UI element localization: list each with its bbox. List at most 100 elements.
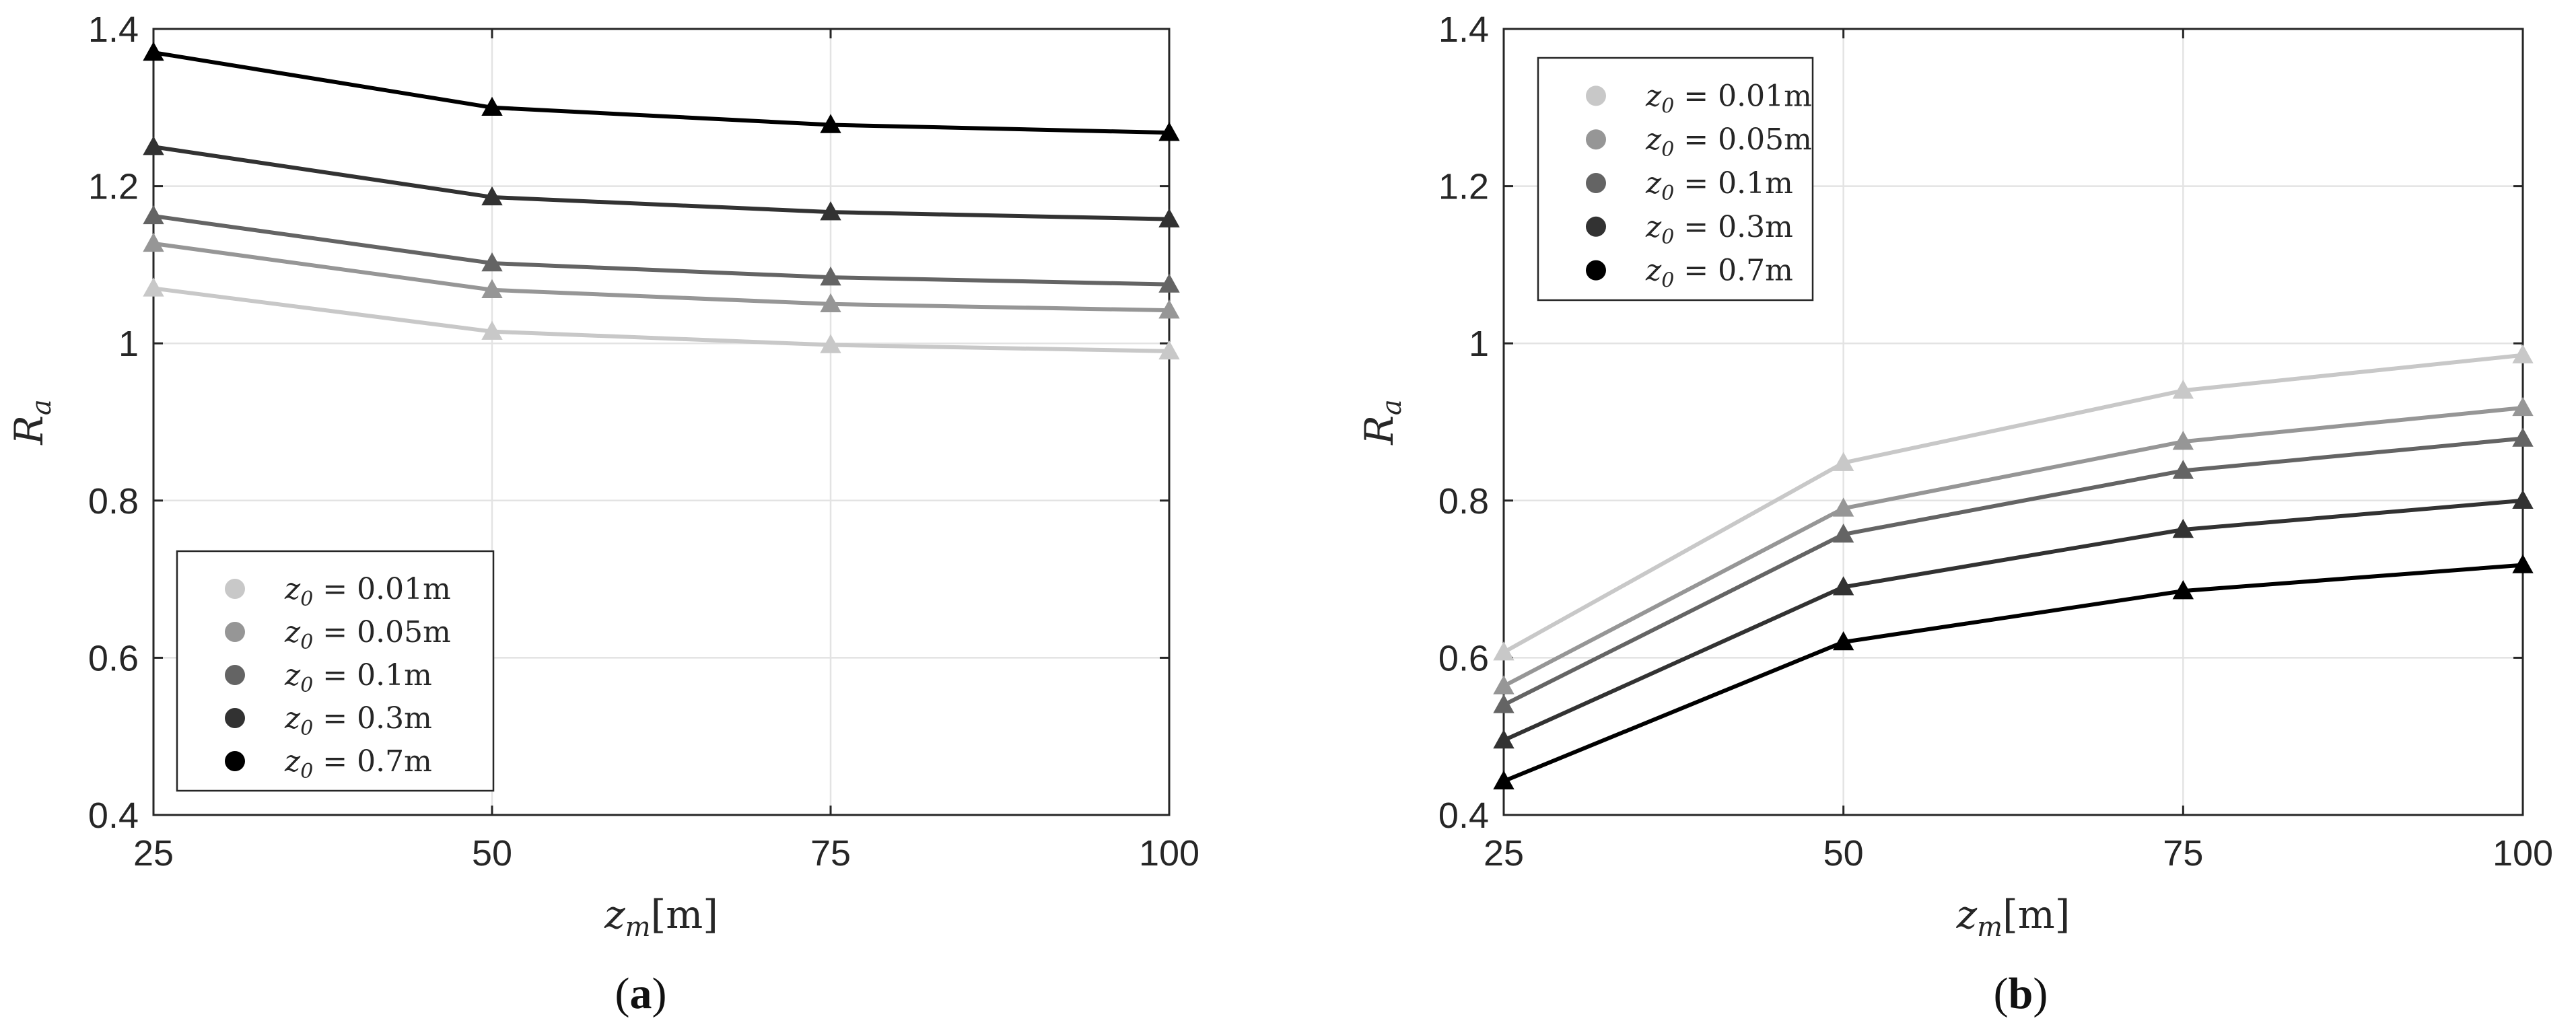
data-point-marker [820, 114, 841, 133]
legend-entry: z0 = 0.7m [1645, 254, 1793, 293]
y-tick-label: 1.4 [1438, 9, 1489, 50]
y-tick-label: 0.4 [88, 795, 139, 836]
legend-entry: z0 = 0.05m [1645, 122, 1812, 162]
data-point-marker [820, 334, 841, 353]
legend-marker [225, 708, 245, 728]
data-point-marker [143, 41, 164, 61]
legend-entry: z0 = 0.1m [284, 658, 432, 697]
x-axis-label: zm[m] [1956, 892, 2070, 943]
legend-marker [225, 665, 245, 685]
y-tick-label: 0.8 [1438, 481, 1489, 522]
data-point-marker [143, 232, 164, 252]
data-point-marker [143, 205, 164, 225]
series-line-1 [1502, 353, 2523, 654]
y-tick-label: 1.2 [88, 167, 139, 207]
legend-entry: z0 = 0.1m [1645, 166, 1793, 205]
series-line-2 [153, 241, 1170, 313]
legend-entry: z0 = 0.3m [1645, 210, 1793, 249]
data-point-marker [2512, 489, 2534, 509]
x-tick-label: 25 [133, 833, 174, 874]
y-tick-label: 0.8 [88, 481, 139, 522]
data-point-marker [2172, 431, 2194, 450]
data-point-marker [2512, 396, 2534, 417]
chart-panel-a: 25 50 75 100 0.4 0.6 0.8 1 1.2 1.4 zm[m] Ra z0 = 0.0… [6, 9, 1199, 1018]
y-tick-label: 0.6 [88, 638, 139, 678]
y-axis-label: Ra [1356, 399, 1407, 446]
series-line-4 [1502, 498, 2523, 742]
data-point-marker [1832, 452, 1854, 471]
data-point-marker [1832, 631, 1854, 651]
data-point-marker [2172, 580, 2194, 600]
series-line-1 [153, 286, 1170, 353]
y-tick-label: 0.4 [1438, 795, 1489, 836]
data-point-marker [481, 320, 503, 340]
legend-frame [1537, 57, 1814, 301]
legend-marker [225, 751, 245, 771]
legend-entry: z0 = 0.7m [284, 744, 432, 783]
data-point-marker [2172, 460, 2194, 479]
y-axis-label: Ra [6, 399, 57, 446]
series-line-3 [1502, 436, 2523, 707]
legend-marker [1586, 85, 1606, 106]
data-point-marker [1493, 641, 1515, 661]
chart-panel-b: 25 50 75 100 0.4 0.6 0.8 1 1.2 1.4 zm[m] Ra z0 = 0.0… [1356, 9, 2553, 1018]
x-tick-label: 100 [1139, 833, 1199, 874]
legend-marker [225, 622, 245, 642]
legend-marker [1586, 260, 1606, 281]
data-point-marker [1832, 576, 1854, 596]
legend-marker [1586, 129, 1606, 150]
legend-marker [225, 579, 245, 599]
data-point-marker [1158, 273, 1180, 293]
legend-entry: z0 = 0.05m [284, 615, 451, 654]
data-point-marker [2172, 518, 2194, 538]
legend-entry: z0 = 0.01m [1645, 79, 1812, 118]
legend-entry: z0 = 0.01m [284, 572, 451, 611]
data-point-marker [143, 277, 164, 297]
data-point-marker [2172, 380, 2194, 399]
panel-caption: (a) [615, 969, 667, 1018]
legend-marker [1586, 173, 1606, 193]
data-point-marker [1158, 122, 1180, 141]
series-line-5 [1502, 563, 2523, 783]
x-tick-label: 50 [1823, 833, 1864, 874]
series-line-4 [153, 145, 1170, 221]
legend-marker [1586, 216, 1606, 237]
data-point-marker [1493, 729, 1515, 749]
data-point-marker [481, 279, 503, 298]
series-line-3 [153, 214, 1170, 287]
data-point-marker [1832, 497, 1854, 517]
data-point-marker [2512, 554, 2534, 573]
axes-frame [1502, 28, 2524, 816]
data-point-marker [1158, 340, 1180, 360]
series-line-5 [153, 50, 1170, 135]
data-point-marker [481, 186, 503, 206]
x-tick-label: 75 [810, 833, 851, 874]
y-tick-label: 1.4 [88, 9, 139, 50]
data-point-marker [1493, 675, 1515, 695]
data-point-marker [820, 293, 841, 312]
x-tick-label: 100 [2493, 833, 2553, 874]
panel-caption: (b) [1994, 969, 2048, 1018]
data-point-marker [1832, 523, 1854, 543]
data-point-marker [1493, 694, 1515, 713]
x-axis-label: zm[m] [604, 892, 718, 943]
data-point-marker [481, 96, 503, 116]
series-line-2 [1502, 405, 2523, 688]
legend: z0 = 0.01m z0 = 0.05m z0 = 0.1m z0 = 0.3m z0… [176, 550, 495, 792]
x-tick-label: 50 [472, 833, 512, 874]
data-point-marker [2512, 427, 2534, 447]
x-tick-label: 25 [1484, 833, 1524, 874]
data-point-marker [820, 266, 841, 286]
y-tick-label: 1 [1469, 324, 1489, 364]
x-tick-label: 75 [2163, 833, 2203, 874]
legend: z0 = 0.01m z0 = 0.05m z0 = 0.1m z0 = 0.3m z0… [1537, 57, 1814, 301]
data-point-marker [1158, 208, 1180, 227]
legend-entry: z0 = 0.3m [284, 701, 432, 740]
axes-frame [152, 28, 1171, 816]
data-point-marker [143, 136, 164, 155]
y-tick-label: 1 [118, 324, 139, 364]
y-tick-label: 0.6 [1438, 638, 1489, 678]
y-tick-label: 1.2 [1438, 167, 1489, 207]
data-point-marker [481, 252, 503, 272]
